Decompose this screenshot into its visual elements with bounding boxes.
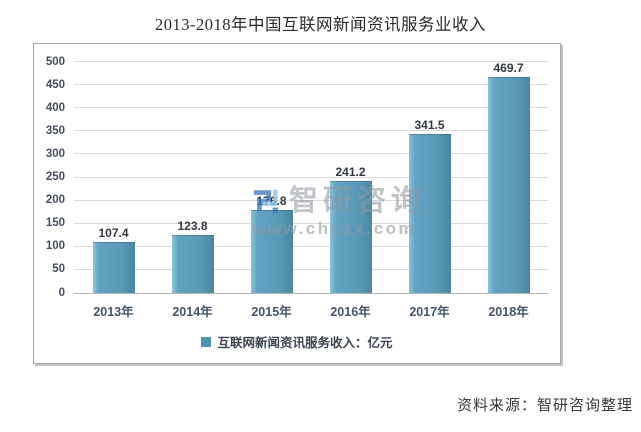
legend: 互联网新闻资讯服务收入：亿元	[34, 332, 560, 351]
x-tick-label: 2013年	[93, 305, 134, 319]
bar-slot: 241.2	[311, 62, 390, 293]
bar-value-label: 176.8	[256, 194, 287, 209]
bar-slot: 107.4	[74, 62, 153, 293]
bar-value-label: 469.7	[493, 61, 524, 75]
y-tick-label: 150	[45, 216, 65, 229]
x-tick-label: 2015年	[251, 305, 292, 319]
bar-value-label: 107.4	[98, 226, 129, 241]
bar-value-label: 241.2	[335, 164, 366, 179]
bar-slot: 341.5	[390, 62, 469, 293]
bar-value-label: 341.5	[414, 118, 445, 133]
y-tick-label: 350	[45, 124, 65, 137]
y-tick-label: 400	[45, 101, 65, 114]
bar-slot: 123.8	[153, 62, 232, 293]
y-tick-label: 50	[52, 263, 65, 276]
x-tick-label: 2018年	[488, 305, 529, 319]
bar	[408, 134, 451, 293]
gridline	[74, 130, 548, 132]
gridline	[74, 199, 548, 201]
bar-value-label: 123.8	[177, 218, 208, 233]
bars: 107.4 123.8 176.8 241.2 341.5 469.7	[74, 62, 548, 293]
plot-area: 107.4 123.8 176.8 241.2 341.5 469.7 智研咨询 www.…	[74, 61, 548, 294]
x-tick-label: 2016年	[330, 305, 371, 319]
y-tick-label: 200	[45, 193, 65, 206]
x-axis: 2013年 2014年 2015年 2016年 2017年 2018年	[74, 301, 548, 320]
y-tick-label: 250	[45, 170, 65, 183]
y-tick-label: 450	[45, 78, 65, 91]
y-tick-label: 500	[45, 55, 65, 68]
legend-marker-icon	[201, 336, 212, 347]
y-tick-label: 100	[45, 240, 65, 253]
x-tick-label: 2017年	[409, 305, 450, 319]
gridline	[74, 84, 548, 86]
bar	[171, 234, 214, 293]
gridline	[74, 245, 548, 247]
legend-label: 互联网新闻资讯服务收入：亿元	[217, 336, 393, 350]
bar	[92, 242, 135, 293]
bar-slot: 176.8	[232, 62, 311, 293]
bar	[487, 77, 530, 293]
bar	[250, 210, 293, 293]
gridline	[74, 222, 548, 224]
chart-title: 2013-2018年中国互联网新闻资讯服务业收入	[155, 15, 486, 34]
bar	[329, 180, 372, 293]
y-axis: 0 50 100 150 200 250 300 350 400 450 500	[34, 56, 68, 298]
y-tick-label: 300	[45, 147, 65, 160]
gridline	[74, 153, 548, 155]
y-tick-label: 0	[58, 286, 65, 299]
gridline	[74, 107, 548, 109]
gridline	[74, 268, 548, 270]
gridline	[74, 61, 548, 62]
chart-frame: 0 50 100 150 200 250 300 350 400 450 500 107.4 123.…	[33, 43, 561, 364]
gridline	[74, 176, 548, 178]
x-tick-label: 2014年	[172, 305, 213, 319]
source-note: 资料来源：智研咨询整理	[456, 398, 633, 414]
bar-slot: 469.7	[469, 62, 548, 293]
